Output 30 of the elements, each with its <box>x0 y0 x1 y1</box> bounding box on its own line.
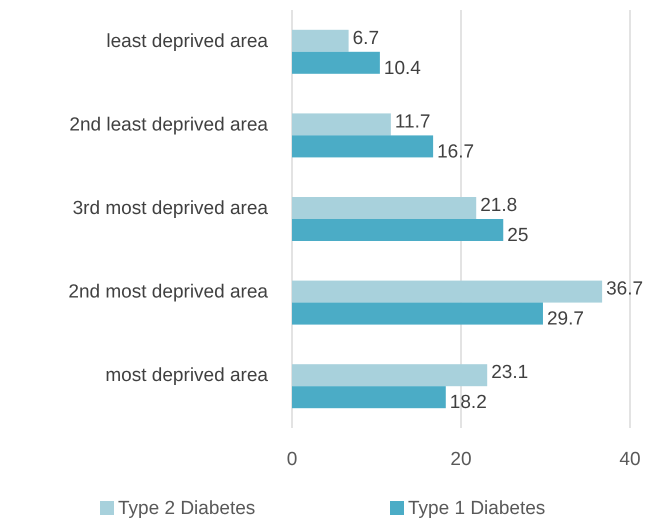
bar <box>292 135 434 158</box>
data-label: 21.8 <box>480 195 518 216</box>
data-label: 29.7 <box>546 308 584 330</box>
bar <box>292 52 380 74</box>
x-tick-label: 20 <box>450 449 472 470</box>
y-tick-label: 3rd most deprived area <box>72 198 268 220</box>
data-label: 11.7 <box>394 111 430 132</box>
bar <box>292 386 446 408</box>
y-tick-label: least deprived area <box>106 30 268 52</box>
data-label: 6.7 <box>352 28 380 49</box>
data-label: 23.1 <box>491 362 528 384</box>
bar <box>292 30 349 52</box>
legend-label: Type 1 Diabetes <box>408 498 546 519</box>
bar <box>292 302 543 325</box>
data-label: 36.7 <box>606 278 644 300</box>
legend-label: Type 2 Diabetes <box>118 498 256 519</box>
data-label: 10.4 <box>384 58 422 79</box>
x-tick-label: 0 <box>286 449 298 470</box>
x-tick-label: 40 <box>619 449 641 470</box>
bar <box>292 197 476 219</box>
bar <box>292 113 391 136</box>
data-label: 18.2 <box>450 392 487 414</box>
y-tick-label: most deprived area <box>105 365 268 386</box>
data-label: 25 <box>507 225 528 246</box>
bar <box>292 364 488 386</box>
y-tick-label: 2nd most deprived area <box>68 282 268 303</box>
data-label: 16.7 <box>437 141 474 162</box>
bar <box>292 219 504 241</box>
bar <box>292 280 602 303</box>
y-tick-label: 2nd least deprived area <box>69 114 268 136</box>
